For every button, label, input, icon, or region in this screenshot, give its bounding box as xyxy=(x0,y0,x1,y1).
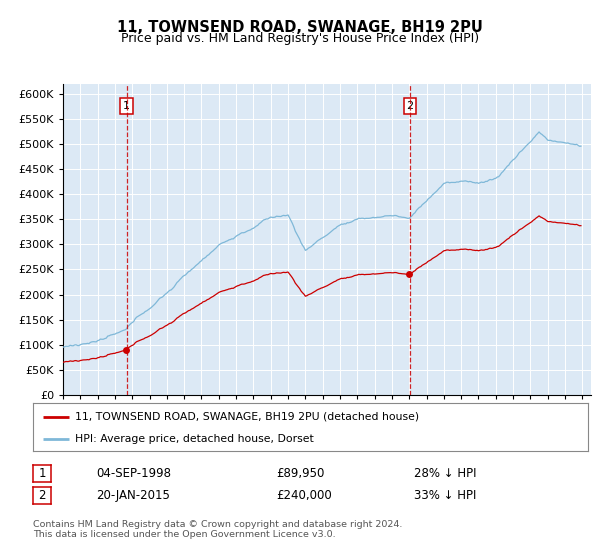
Text: 11, TOWNSEND ROAD, SWANAGE, BH19 2PU: 11, TOWNSEND ROAD, SWANAGE, BH19 2PU xyxy=(117,20,483,35)
Text: HPI: Average price, detached house, Dorset: HPI: Average price, detached house, Dors… xyxy=(74,434,313,444)
Text: £240,000: £240,000 xyxy=(276,489,332,502)
Text: 2: 2 xyxy=(406,101,413,111)
Text: 28% ↓ HPI: 28% ↓ HPI xyxy=(414,466,476,480)
Text: Price paid vs. HM Land Registry's House Price Index (HPI): Price paid vs. HM Land Registry's House … xyxy=(121,32,479,45)
Text: 2: 2 xyxy=(38,489,46,502)
Text: 04-SEP-1998: 04-SEP-1998 xyxy=(96,466,171,480)
Text: 11, TOWNSEND ROAD, SWANAGE, BH19 2PU (detached house): 11, TOWNSEND ROAD, SWANAGE, BH19 2PU (de… xyxy=(74,412,419,422)
Text: £89,950: £89,950 xyxy=(276,466,325,480)
Text: Contains HM Land Registry data © Crown copyright and database right 2024.
This d: Contains HM Land Registry data © Crown c… xyxy=(33,520,403,539)
Text: 20-JAN-2015: 20-JAN-2015 xyxy=(96,489,170,502)
Text: 1: 1 xyxy=(123,101,130,111)
Text: 1: 1 xyxy=(38,466,46,480)
Text: 33% ↓ HPI: 33% ↓ HPI xyxy=(414,489,476,502)
